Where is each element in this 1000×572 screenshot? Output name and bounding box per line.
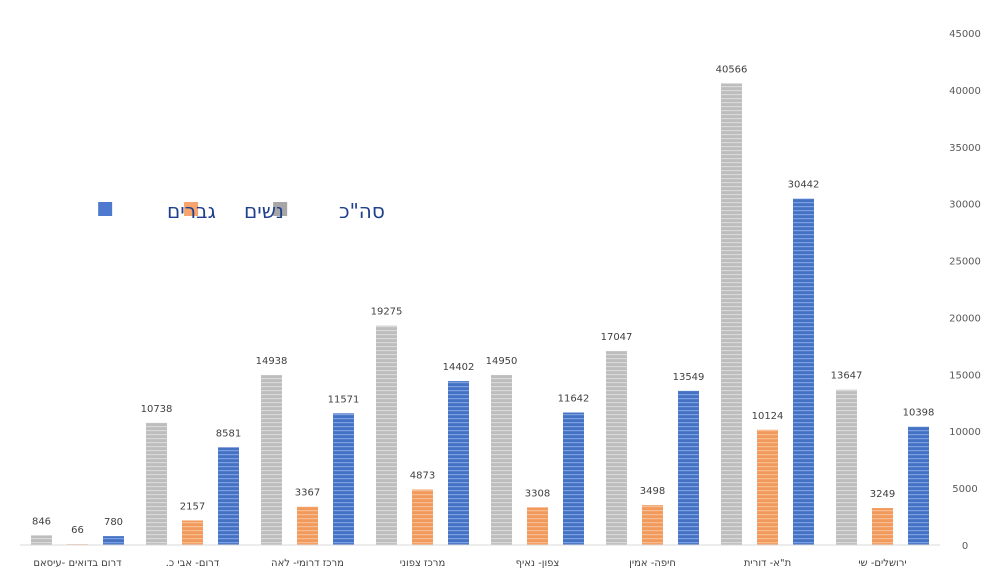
data-label-women-2: 3498 xyxy=(640,486,665,497)
data-label-total-5: 14938 xyxy=(256,356,288,367)
bar-women-3 xyxy=(527,507,548,545)
legend-swatch-total xyxy=(273,202,288,216)
data-label-men-4: 14402 xyxy=(443,362,475,373)
category-label-6: דרום- אבי כ. xyxy=(166,558,220,569)
legend: סה"כ נשים גברים xyxy=(98,199,385,223)
data-label-total-1: 40566 xyxy=(716,64,748,75)
data-label-total-2: 17047 xyxy=(601,332,633,343)
legend-swatch-women xyxy=(184,202,199,216)
y-tick-label-3: 15000 xyxy=(949,370,981,381)
bar-men-5 xyxy=(333,413,354,545)
bar-total-7 xyxy=(31,535,52,545)
data-label-men-7: 780 xyxy=(104,517,123,528)
y-axis: 0 5000 10000 15000 20000 25000 30000 35000 40000… xyxy=(949,29,981,552)
category-label-7: דרום בדואים -עיסאם xyxy=(33,558,122,569)
bar-women-0 xyxy=(872,508,893,545)
data-label-total-0: 13647 xyxy=(831,371,863,382)
category-label-0: ירושלים- שי xyxy=(858,558,906,569)
data-label-women-5: 3367 xyxy=(295,488,320,499)
bar-men-0 xyxy=(908,426,929,545)
legend-label-men: גברים xyxy=(167,199,216,223)
y-tick-label-2: 10000 xyxy=(949,427,981,438)
data-label-men-2: 13549 xyxy=(673,372,705,383)
y-tick-label-5: 25000 xyxy=(949,257,981,268)
bar-men-3 xyxy=(563,412,584,545)
bar-total-6 xyxy=(146,422,167,545)
bar-total-0 xyxy=(836,389,857,545)
data-label-men-5: 11571 xyxy=(328,394,360,405)
data-label-total-6: 10738 xyxy=(141,404,173,415)
legend-item-men: גברים xyxy=(98,199,216,223)
bar-women-6 xyxy=(182,520,203,545)
category-label-1: ת"א- דורית xyxy=(744,558,791,569)
y-tick-label-0: 0 xyxy=(962,541,968,552)
legend-label-women: נשים xyxy=(244,199,284,223)
legend-swatch-men xyxy=(98,202,113,216)
y-tick-label-4: 20000 xyxy=(949,313,981,324)
data-label-men-0: 10398 xyxy=(903,408,935,419)
legend-item-women: נשים xyxy=(184,199,284,223)
bar-total-1 xyxy=(721,83,742,545)
bar-women-4 xyxy=(412,489,433,545)
y-tick-label-7: 35000 xyxy=(949,143,981,154)
bar-total-4 xyxy=(376,325,397,545)
y-tick-label-8: 40000 xyxy=(949,86,981,97)
y-tick-label-1: 5000 xyxy=(952,484,977,495)
category-label-4: מרכז צפוני xyxy=(400,558,446,569)
data-label-total-7: 846 xyxy=(32,516,51,527)
data-label-total-3: 14950 xyxy=(486,356,518,367)
bar-total-5 xyxy=(261,375,282,545)
bar-total-2 xyxy=(606,351,627,545)
data-label-men-3: 11642 xyxy=(558,394,590,405)
data-label-women-0: 3249 xyxy=(870,489,895,500)
data-label-women-1: 10124 xyxy=(752,411,784,422)
category-label-5: מרכז דרומי- לאה xyxy=(271,558,344,569)
bar-men-7 xyxy=(103,536,124,545)
bar-men-2 xyxy=(678,390,699,545)
category-label-2: חיפה- אמין xyxy=(629,558,676,569)
data-label-women-7: 66 xyxy=(71,525,84,536)
data-label-women-6: 2157 xyxy=(180,501,205,512)
bar-men-6 xyxy=(218,447,239,545)
legend-item-total: סה"כ xyxy=(273,199,385,223)
bars: 13647 3249 10398 40566 10124 30442 17047 3498 13… xyxy=(31,64,934,545)
data-label-women-3: 3308 xyxy=(525,488,550,499)
bar-men-4 xyxy=(448,381,469,545)
y-tick-label-6: 30000 xyxy=(949,200,981,211)
data-label-total-4: 19275 xyxy=(371,307,403,318)
category-label-3: צפון- נאיף xyxy=(516,558,560,569)
bar-women-5 xyxy=(297,506,318,545)
bar-women-1 xyxy=(757,429,778,545)
data-label-men-1: 30442 xyxy=(788,180,820,191)
y-tick-label-9: 45000 xyxy=(949,29,981,40)
x-axis: ירושלים- שי ת"א- דורית חיפה- אמין צפון- נאי… xyxy=(20,544,940,569)
bar-total-3 xyxy=(491,374,512,545)
legend-label-total: סה"כ xyxy=(339,199,385,223)
bar-women-2 xyxy=(642,505,663,545)
data-label-women-4: 4873 xyxy=(410,471,435,482)
bar-men-1 xyxy=(793,198,814,545)
data-label-men-6: 8581 xyxy=(216,428,241,439)
